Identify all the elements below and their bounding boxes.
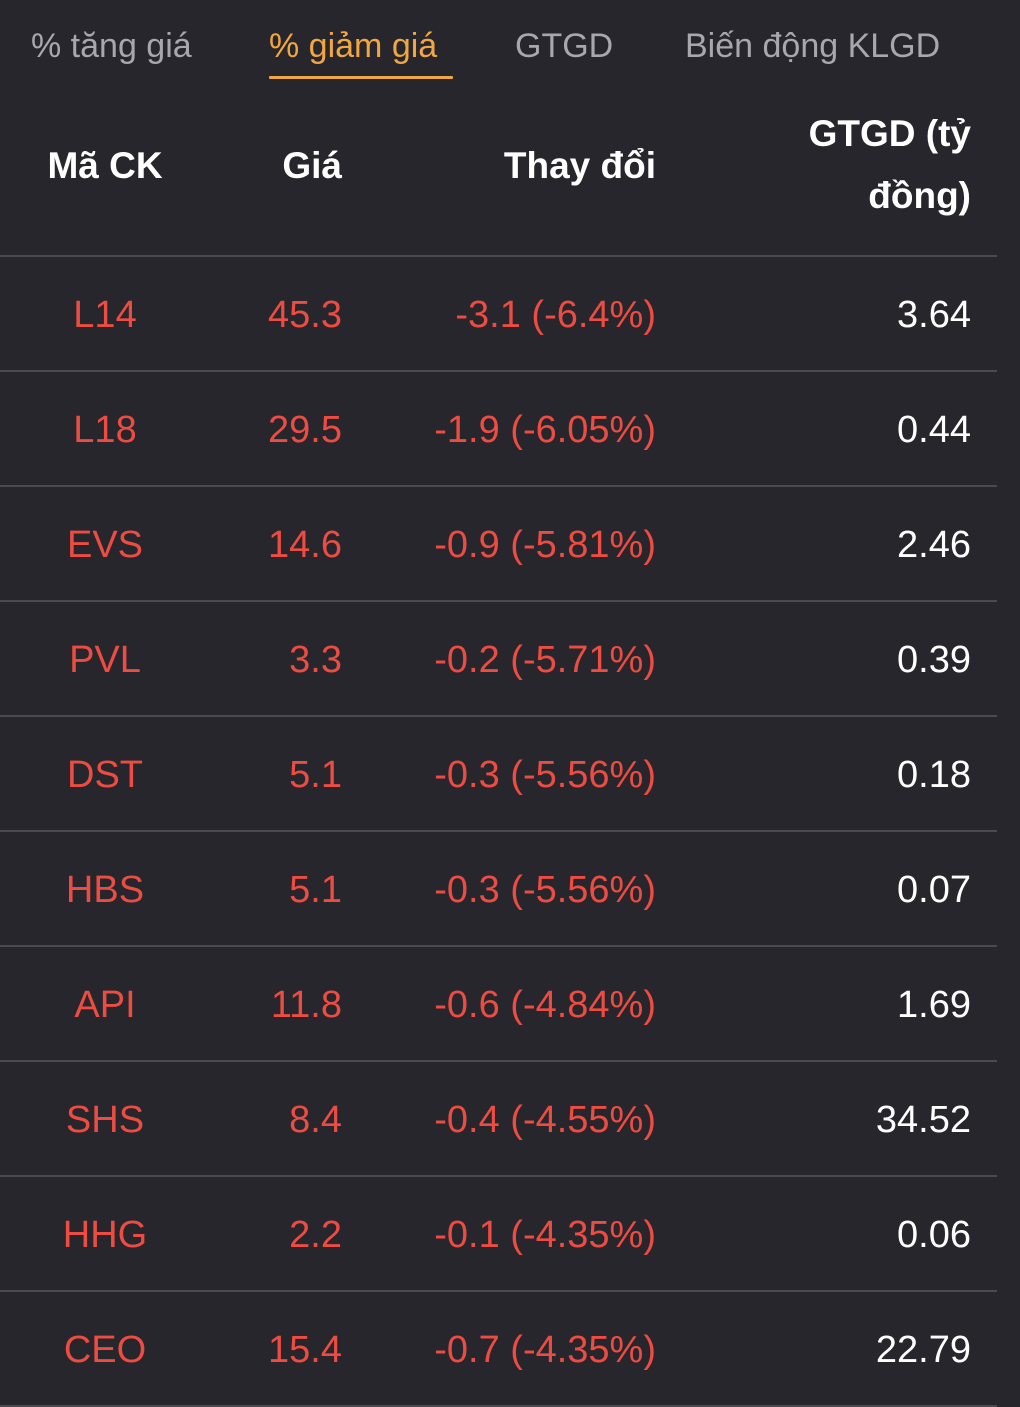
trading-value: 2.46 xyxy=(897,524,971,566)
price-change: -0.6 (-4.84%) xyxy=(434,984,656,1026)
price-change: -3.1 (-6.4%) xyxy=(455,294,656,336)
table-row[interactable]: DST 5.1 -0.3 (-5.56%) 0.18 xyxy=(0,717,997,832)
header-change[interactable]: Thay đổi xyxy=(503,145,656,186)
stock-price: 2.2 xyxy=(289,1214,342,1256)
tab-bar: % tăng giá % giảm giá GTGD Biến động KLG… xyxy=(0,0,1020,92)
stock-price: 29.5 xyxy=(268,409,342,451)
active-tab-indicator xyxy=(269,76,453,79)
stock-code: DST xyxy=(67,754,143,796)
table-row[interactable]: PVL 3.3 -0.2 (-5.71%) 0.39 xyxy=(0,602,997,717)
tab-gainers[interactable]: % tăng giá xyxy=(31,27,192,65)
stock-price: 15.4 xyxy=(268,1329,342,1371)
header-value-line1[interactable]: GTGD (tỷ xyxy=(808,113,971,154)
header-value-line2: đồng) xyxy=(868,175,971,216)
tab-volume-change[interactable]: Biến động KLGD xyxy=(685,27,941,65)
table-row[interactable]: HHG 2.2 -0.1 (-4.35%) 0.06 xyxy=(0,1177,997,1292)
stock-code: EVS xyxy=(66,524,144,566)
trading-value: 0.44 xyxy=(897,409,971,451)
table-row[interactable]: SHS 8.4 -0.4 (-4.55%) 34.52 xyxy=(0,1062,997,1177)
stock-code: HBS xyxy=(65,869,145,911)
header-code[interactable]: Mã CK xyxy=(47,145,163,186)
tab-losers[interactable]: % giảm giá xyxy=(269,27,438,65)
stock-code: HHG xyxy=(62,1214,148,1256)
stock-price: 14.6 xyxy=(268,524,342,566)
stock-code: PVL xyxy=(69,639,141,681)
price-change: -0.3 (-5.56%) xyxy=(434,869,656,911)
trading-value: 3.64 xyxy=(897,294,971,336)
trading-value: 0.07 xyxy=(897,869,971,911)
trading-value: 22.79 xyxy=(875,1329,971,1371)
trading-value: 34.52 xyxy=(875,1099,971,1141)
stock-price: 11.8 xyxy=(270,984,342,1026)
table-row[interactable]: CEO 15.4 -0.7 (-4.35%) 22.79 xyxy=(0,1292,997,1407)
stock-code: API xyxy=(74,984,136,1026)
price-change: -0.2 (-5.71%) xyxy=(434,639,656,681)
table-row[interactable]: L14 45.3 -3.1 (-6.4%) 3.64 xyxy=(0,257,997,372)
table-header: Mã CK Giá Thay đổi GTGD (tỷ đồng) xyxy=(0,98,997,257)
trading-value: 0.06 xyxy=(897,1214,971,1256)
tab-trading-value[interactable]: GTGD xyxy=(515,27,614,65)
price-change: -0.3 (-5.56%) xyxy=(434,754,656,796)
table-body: L14 45.3 -3.1 (-6.4%) 3.64 L18 29.5 -1.9 (-6.0… xyxy=(0,257,997,1407)
trading-value: 1.69 xyxy=(897,984,971,1026)
stock-code: CEO xyxy=(63,1329,147,1371)
stock-code: L14 xyxy=(73,294,137,336)
table-row[interactable]: HBS 5.1 -0.3 (-5.56%) 0.07 xyxy=(0,832,997,947)
price-change: -1.9 (-6.05%) xyxy=(434,409,656,451)
price-change: -0.7 (-4.35%) xyxy=(434,1329,656,1371)
price-change: -0.4 (-4.55%) xyxy=(434,1099,656,1141)
price-change: -0.1 (-4.35%) xyxy=(434,1214,656,1256)
stock-price: 5.1 xyxy=(289,754,342,796)
header-price[interactable]: Giá xyxy=(282,145,342,186)
stock-price: 8.4 xyxy=(289,1099,342,1141)
stock-price: 3.3 xyxy=(289,639,342,681)
stock-price: 45.3 xyxy=(268,294,342,336)
stock-code: L18 xyxy=(73,409,137,451)
table-row[interactable]: L18 29.5 -1.9 (-6.05%) 0.44 xyxy=(0,372,997,487)
trading-value: 0.39 xyxy=(897,639,971,681)
price-change: -0.9 (-5.81%) xyxy=(434,524,656,566)
losers-table: Mã CK Giá Thay đổi GTGD (tỷ đồng) L14 45.… xyxy=(0,98,997,1407)
stock-code: SHS xyxy=(65,1099,145,1141)
table-row[interactable]: EVS 14.6 -0.9 (-5.81%) 2.46 xyxy=(0,487,997,602)
trading-value: 0.18 xyxy=(897,754,971,796)
table-row[interactable]: API 11.8 -0.6 (-4.84%) 1.69 xyxy=(0,947,997,1062)
stock-price: 5.1 xyxy=(289,869,342,911)
